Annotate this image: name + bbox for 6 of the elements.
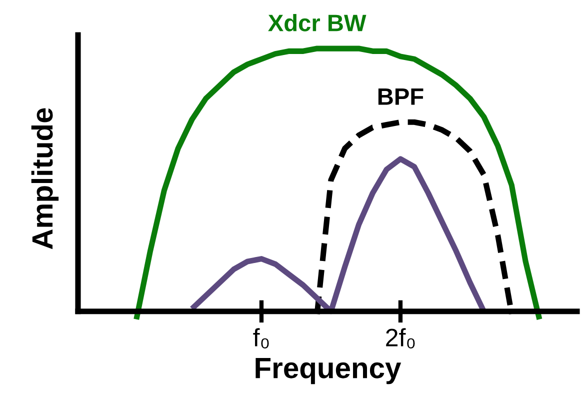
x-axis-title: Frequency [256, 358, 402, 384]
series-label: BPF [378, 88, 424, 105]
x-tick-label: 2f₀ [386, 328, 415, 348]
x-tick-label: f₀ [253, 328, 269, 348]
y-axis-title: Amplitude [31, 108, 59, 250]
series-label: Xdcr BW [268, 14, 366, 32]
